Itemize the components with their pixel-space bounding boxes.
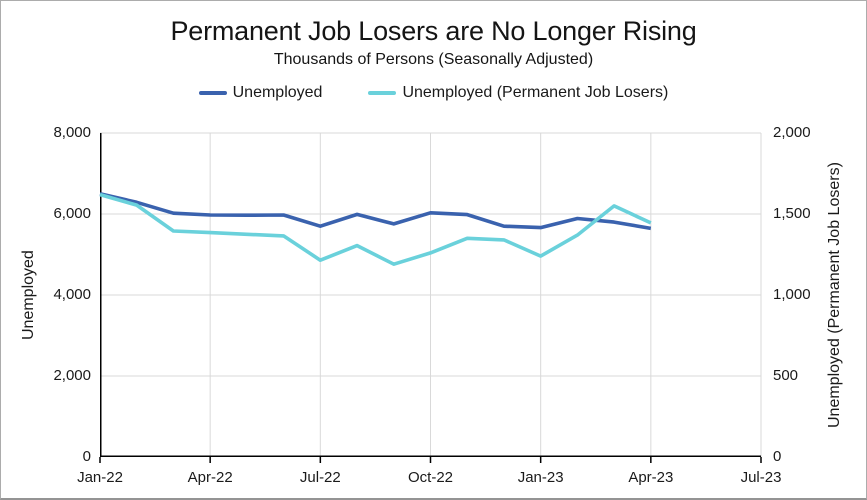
y-left-tick-label: 2,000 — [53, 367, 91, 384]
y-right-tick-label: 2,000 — [773, 124, 811, 141]
legend-label: Unemployed — [232, 84, 323, 101]
y-right-tick-label: 1,000 — [773, 286, 811, 303]
x-tick-label: Jul-23 — [740, 469, 782, 486]
legend-swatch-icon — [368, 91, 397, 95]
chart-subtitle: Thousands of Persons (Seasonally Adjuste… — [273, 51, 594, 68]
legend: Unemployed Unemployed (Permanent Job Lose… — [1, 84, 866, 102]
x-tick-label: Jan-22 — [77, 469, 123, 486]
legend-swatch-icon — [198, 91, 227, 95]
y-left-tick-label: 8,000 — [53, 124, 91, 141]
series-line-permanent-job-losers — [99, 192, 652, 266]
x-tick-label: Apr-23 — [628, 469, 674, 486]
y-left-tick-label: 4,000 — [53, 286, 91, 303]
x-tick-label: Oct-22 — [407, 469, 453, 486]
chart-title: Permanent Job Losers are No Longer Risin… — [170, 16, 697, 46]
y-left-tick-label: 0 — [82, 448, 91, 465]
plot-area — [99, 132, 762, 463]
y-right-tick-label: 1,500 — [773, 205, 811, 222]
x-tick-label: Jul-22 — [299, 469, 341, 486]
series-line-unemployed — [99, 192, 652, 231]
y-right-tick-label: 0 — [773, 448, 782, 465]
y-left-tick-label: 6,000 — [53, 205, 91, 222]
x-tick-label: Apr-22 — [187, 469, 233, 486]
legend-label: Unemployed (Permanent Job Losers) — [402, 84, 669, 101]
x-tick-label: Jan-23 — [517, 469, 564, 486]
y-right-tick-label: 500 — [773, 367, 799, 384]
legend-item-permanent-job-losers: Unemployed (Permanent Job Losers) — [368, 84, 668, 102]
legend-item-unemployed: Unemployed — [198, 84, 323, 102]
